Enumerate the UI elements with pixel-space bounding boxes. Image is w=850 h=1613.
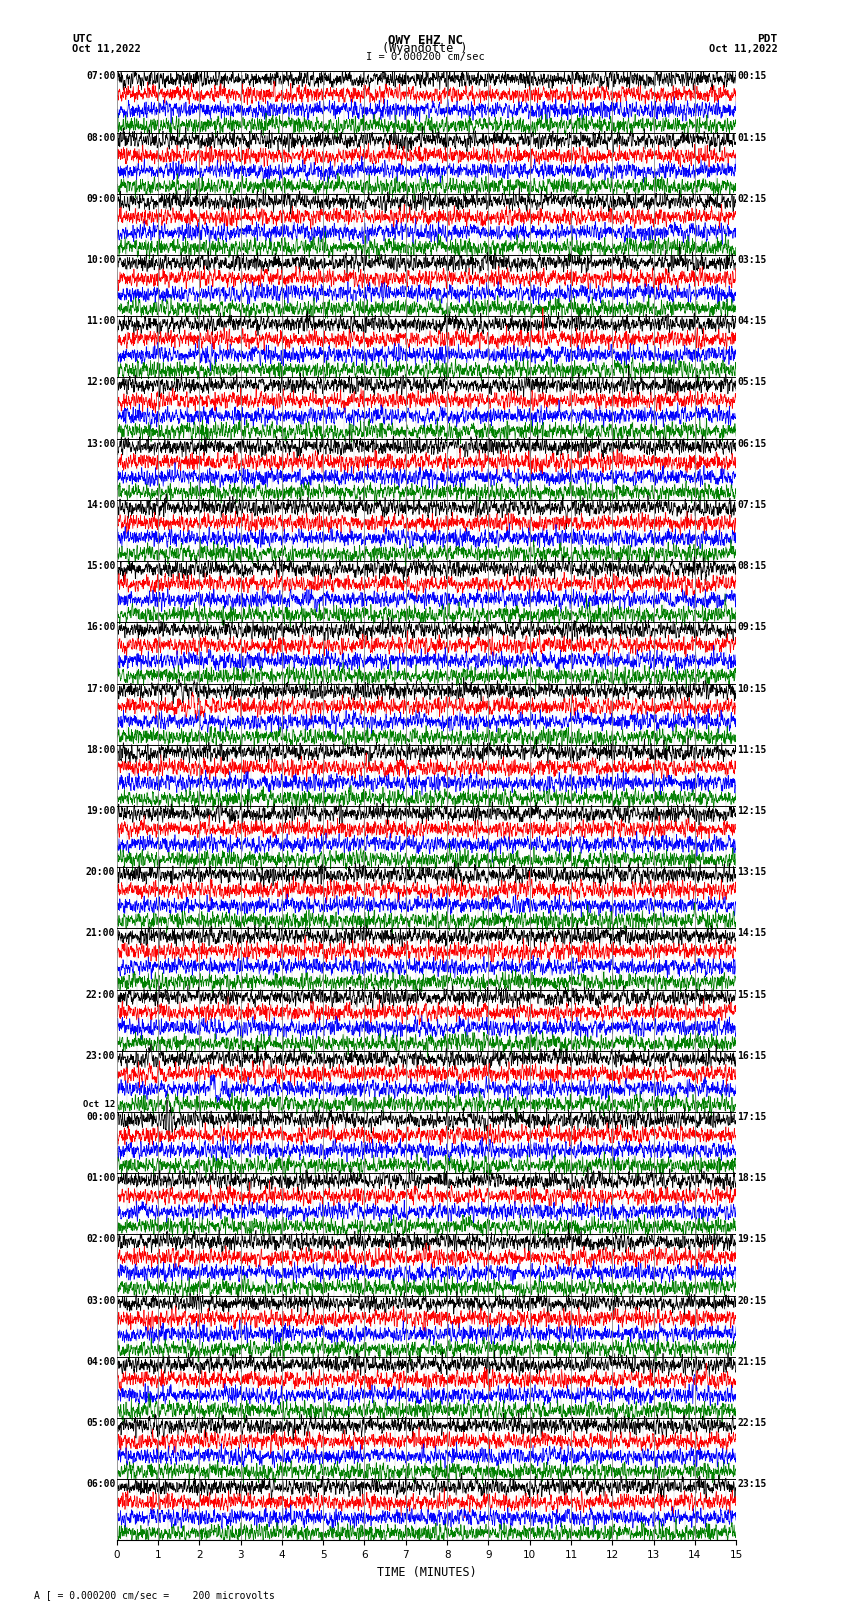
Text: Oct 11,2022: Oct 11,2022: [709, 44, 778, 53]
Text: 20:00: 20:00: [86, 868, 116, 877]
Text: 18:00: 18:00: [86, 745, 116, 755]
Text: 03:00: 03:00: [86, 1295, 116, 1305]
Text: I = 0.000200 cm/sec: I = 0.000200 cm/sec: [366, 52, 484, 61]
Text: 03:15: 03:15: [738, 255, 767, 265]
Text: 00:15: 00:15: [738, 71, 767, 81]
Text: 17:00: 17:00: [86, 684, 116, 694]
Text: 15:00: 15:00: [86, 561, 116, 571]
Text: (Wyandotte ): (Wyandotte ): [382, 42, 468, 55]
Text: 19:15: 19:15: [738, 1234, 767, 1244]
Text: 08:15: 08:15: [738, 561, 767, 571]
Text: 16:00: 16:00: [86, 623, 116, 632]
Text: 13:15: 13:15: [738, 868, 767, 877]
Text: QWY EHZ NC: QWY EHZ NC: [388, 34, 462, 47]
Text: 06:15: 06:15: [738, 439, 767, 448]
Text: 09:15: 09:15: [738, 623, 767, 632]
Text: 01:15: 01:15: [738, 132, 767, 142]
Text: 12:15: 12:15: [738, 806, 767, 816]
Text: 22:15: 22:15: [738, 1418, 767, 1428]
Text: 00:00: 00:00: [86, 1111, 116, 1123]
Text: Oct 12: Oct 12: [83, 1100, 116, 1108]
Text: 22:00: 22:00: [86, 989, 116, 1000]
Text: 20:15: 20:15: [738, 1295, 767, 1305]
Text: 06:00: 06:00: [86, 1479, 116, 1489]
Text: 21:15: 21:15: [738, 1357, 767, 1366]
X-axis label: TIME (MINUTES): TIME (MINUTES): [377, 1566, 476, 1579]
Text: 18:15: 18:15: [738, 1173, 767, 1184]
Text: Oct 11,2022: Oct 11,2022: [72, 44, 141, 53]
Text: 11:00: 11:00: [86, 316, 116, 326]
Text: 02:00: 02:00: [86, 1234, 116, 1244]
Text: 10:15: 10:15: [738, 684, 767, 694]
Text: 07:00: 07:00: [86, 71, 116, 81]
Text: 17:15: 17:15: [738, 1111, 767, 1123]
Text: 08:00: 08:00: [86, 132, 116, 142]
Text: 23:00: 23:00: [86, 1050, 116, 1061]
Text: 04:00: 04:00: [86, 1357, 116, 1366]
Text: 12:00: 12:00: [86, 377, 116, 387]
Text: 16:15: 16:15: [738, 1050, 767, 1061]
Text: 14:15: 14:15: [738, 929, 767, 939]
Text: 21:00: 21:00: [86, 929, 116, 939]
Text: 02:15: 02:15: [738, 194, 767, 203]
Text: 01:00: 01:00: [86, 1173, 116, 1184]
Text: 04:15: 04:15: [738, 316, 767, 326]
Text: PDT: PDT: [757, 34, 778, 44]
Text: 07:15: 07:15: [738, 500, 767, 510]
Text: 23:15: 23:15: [738, 1479, 767, 1489]
Text: 11:15: 11:15: [738, 745, 767, 755]
Text: 05:15: 05:15: [738, 377, 767, 387]
Text: 10:00: 10:00: [86, 255, 116, 265]
Text: 09:00: 09:00: [86, 194, 116, 203]
Text: 13:00: 13:00: [86, 439, 116, 448]
Text: A [ = 0.000200 cm/sec =    200 microvolts: A [ = 0.000200 cm/sec = 200 microvolts: [34, 1590, 275, 1600]
Text: 14:00: 14:00: [86, 500, 116, 510]
Text: 19:00: 19:00: [86, 806, 116, 816]
Text: 15:15: 15:15: [738, 989, 767, 1000]
Text: UTC: UTC: [72, 34, 93, 44]
Text: 05:00: 05:00: [86, 1418, 116, 1428]
